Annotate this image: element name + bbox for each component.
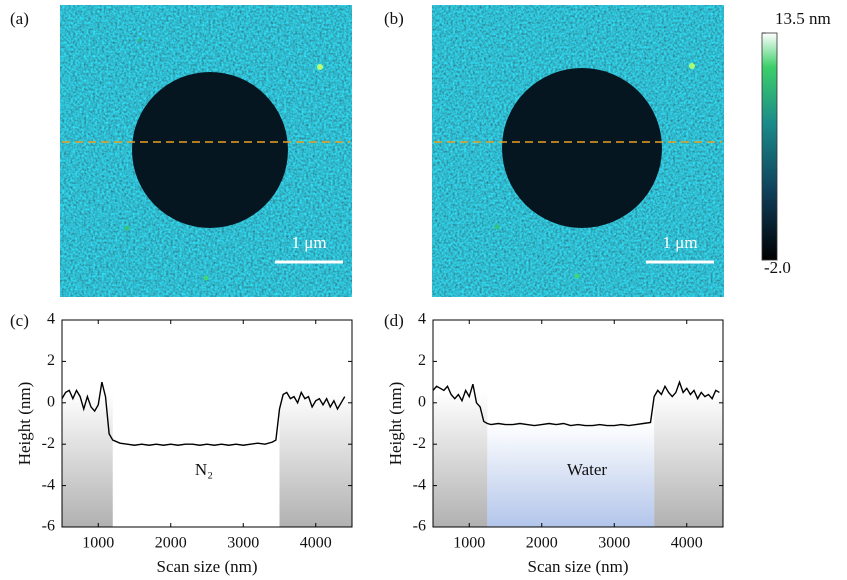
plot-frame xyxy=(61,319,353,528)
x-tick-label: 3000 xyxy=(598,535,630,552)
panel-label: (d) xyxy=(384,311,404,330)
panel-label: (c) xyxy=(10,311,29,330)
x-tick-label: 1000 xyxy=(453,535,485,552)
x-tick-label: 2000 xyxy=(526,535,558,552)
y-tick-label: 0 xyxy=(418,393,426,410)
line xyxy=(61,381,346,446)
y-tick-label: 4 xyxy=(418,311,426,328)
y-tick-label: -6 xyxy=(42,518,55,535)
colorbar-tick-label: 13.5 nm xyxy=(775,9,831,28)
shaded-region xyxy=(279,392,352,527)
shaded-region xyxy=(62,392,113,527)
y-axis-label: Height (nm) xyxy=(386,382,405,466)
colorbar-tick-label: -2.0 xyxy=(764,258,791,277)
y-tick-label: -6 xyxy=(413,518,426,535)
colorbar xyxy=(761,32,778,261)
y-tick-label: -2 xyxy=(413,435,426,452)
annotation: Water xyxy=(567,460,607,479)
plot-frame xyxy=(432,319,724,528)
y-tick-label: -4 xyxy=(42,476,55,493)
chart: -6 -4 -2 0 2 4 1000 2000 3000 4000 Scan size (nm) H… xyxy=(10,311,353,576)
shaded-region xyxy=(433,392,488,527)
afm-image-b xyxy=(432,5,724,297)
x-tick-label: 4000 xyxy=(300,535,332,552)
y-tick-label: 0 xyxy=(47,393,55,410)
panel-label: (a) xyxy=(10,9,29,28)
x-tick-label: 3000 xyxy=(227,535,259,552)
x-tick-label: 4000 xyxy=(671,535,703,552)
scale-bar-label: 1 μm xyxy=(291,233,326,252)
x-axis-label: Scan size (nm) xyxy=(156,557,257,576)
annotation: N₂ xyxy=(195,460,213,479)
x-tick-label: 1000 xyxy=(82,535,114,552)
shaded-region xyxy=(654,392,723,527)
y-tick-label: -4 xyxy=(413,476,426,493)
y-tick-label: -2 xyxy=(42,435,55,452)
y-tick-label: 2 xyxy=(418,352,426,369)
panel-label: (b) xyxy=(384,9,404,28)
line xyxy=(432,379,720,427)
x-axis-label: Scan size (nm) xyxy=(527,557,628,576)
y-tick-label: 2 xyxy=(47,352,55,369)
chart: -6 -4 -2 0 2 4 1000 2000 3000 4000 Scan size (nm) H… xyxy=(384,311,724,576)
y-axis-label: Height (nm) xyxy=(15,382,34,466)
afm-image-a xyxy=(60,5,352,297)
scale-bar-label: 1 μm xyxy=(662,233,697,252)
y-tick-label: 4 xyxy=(47,311,55,328)
shaded-region xyxy=(487,423,655,527)
x-tick-label: 2000 xyxy=(155,535,187,552)
